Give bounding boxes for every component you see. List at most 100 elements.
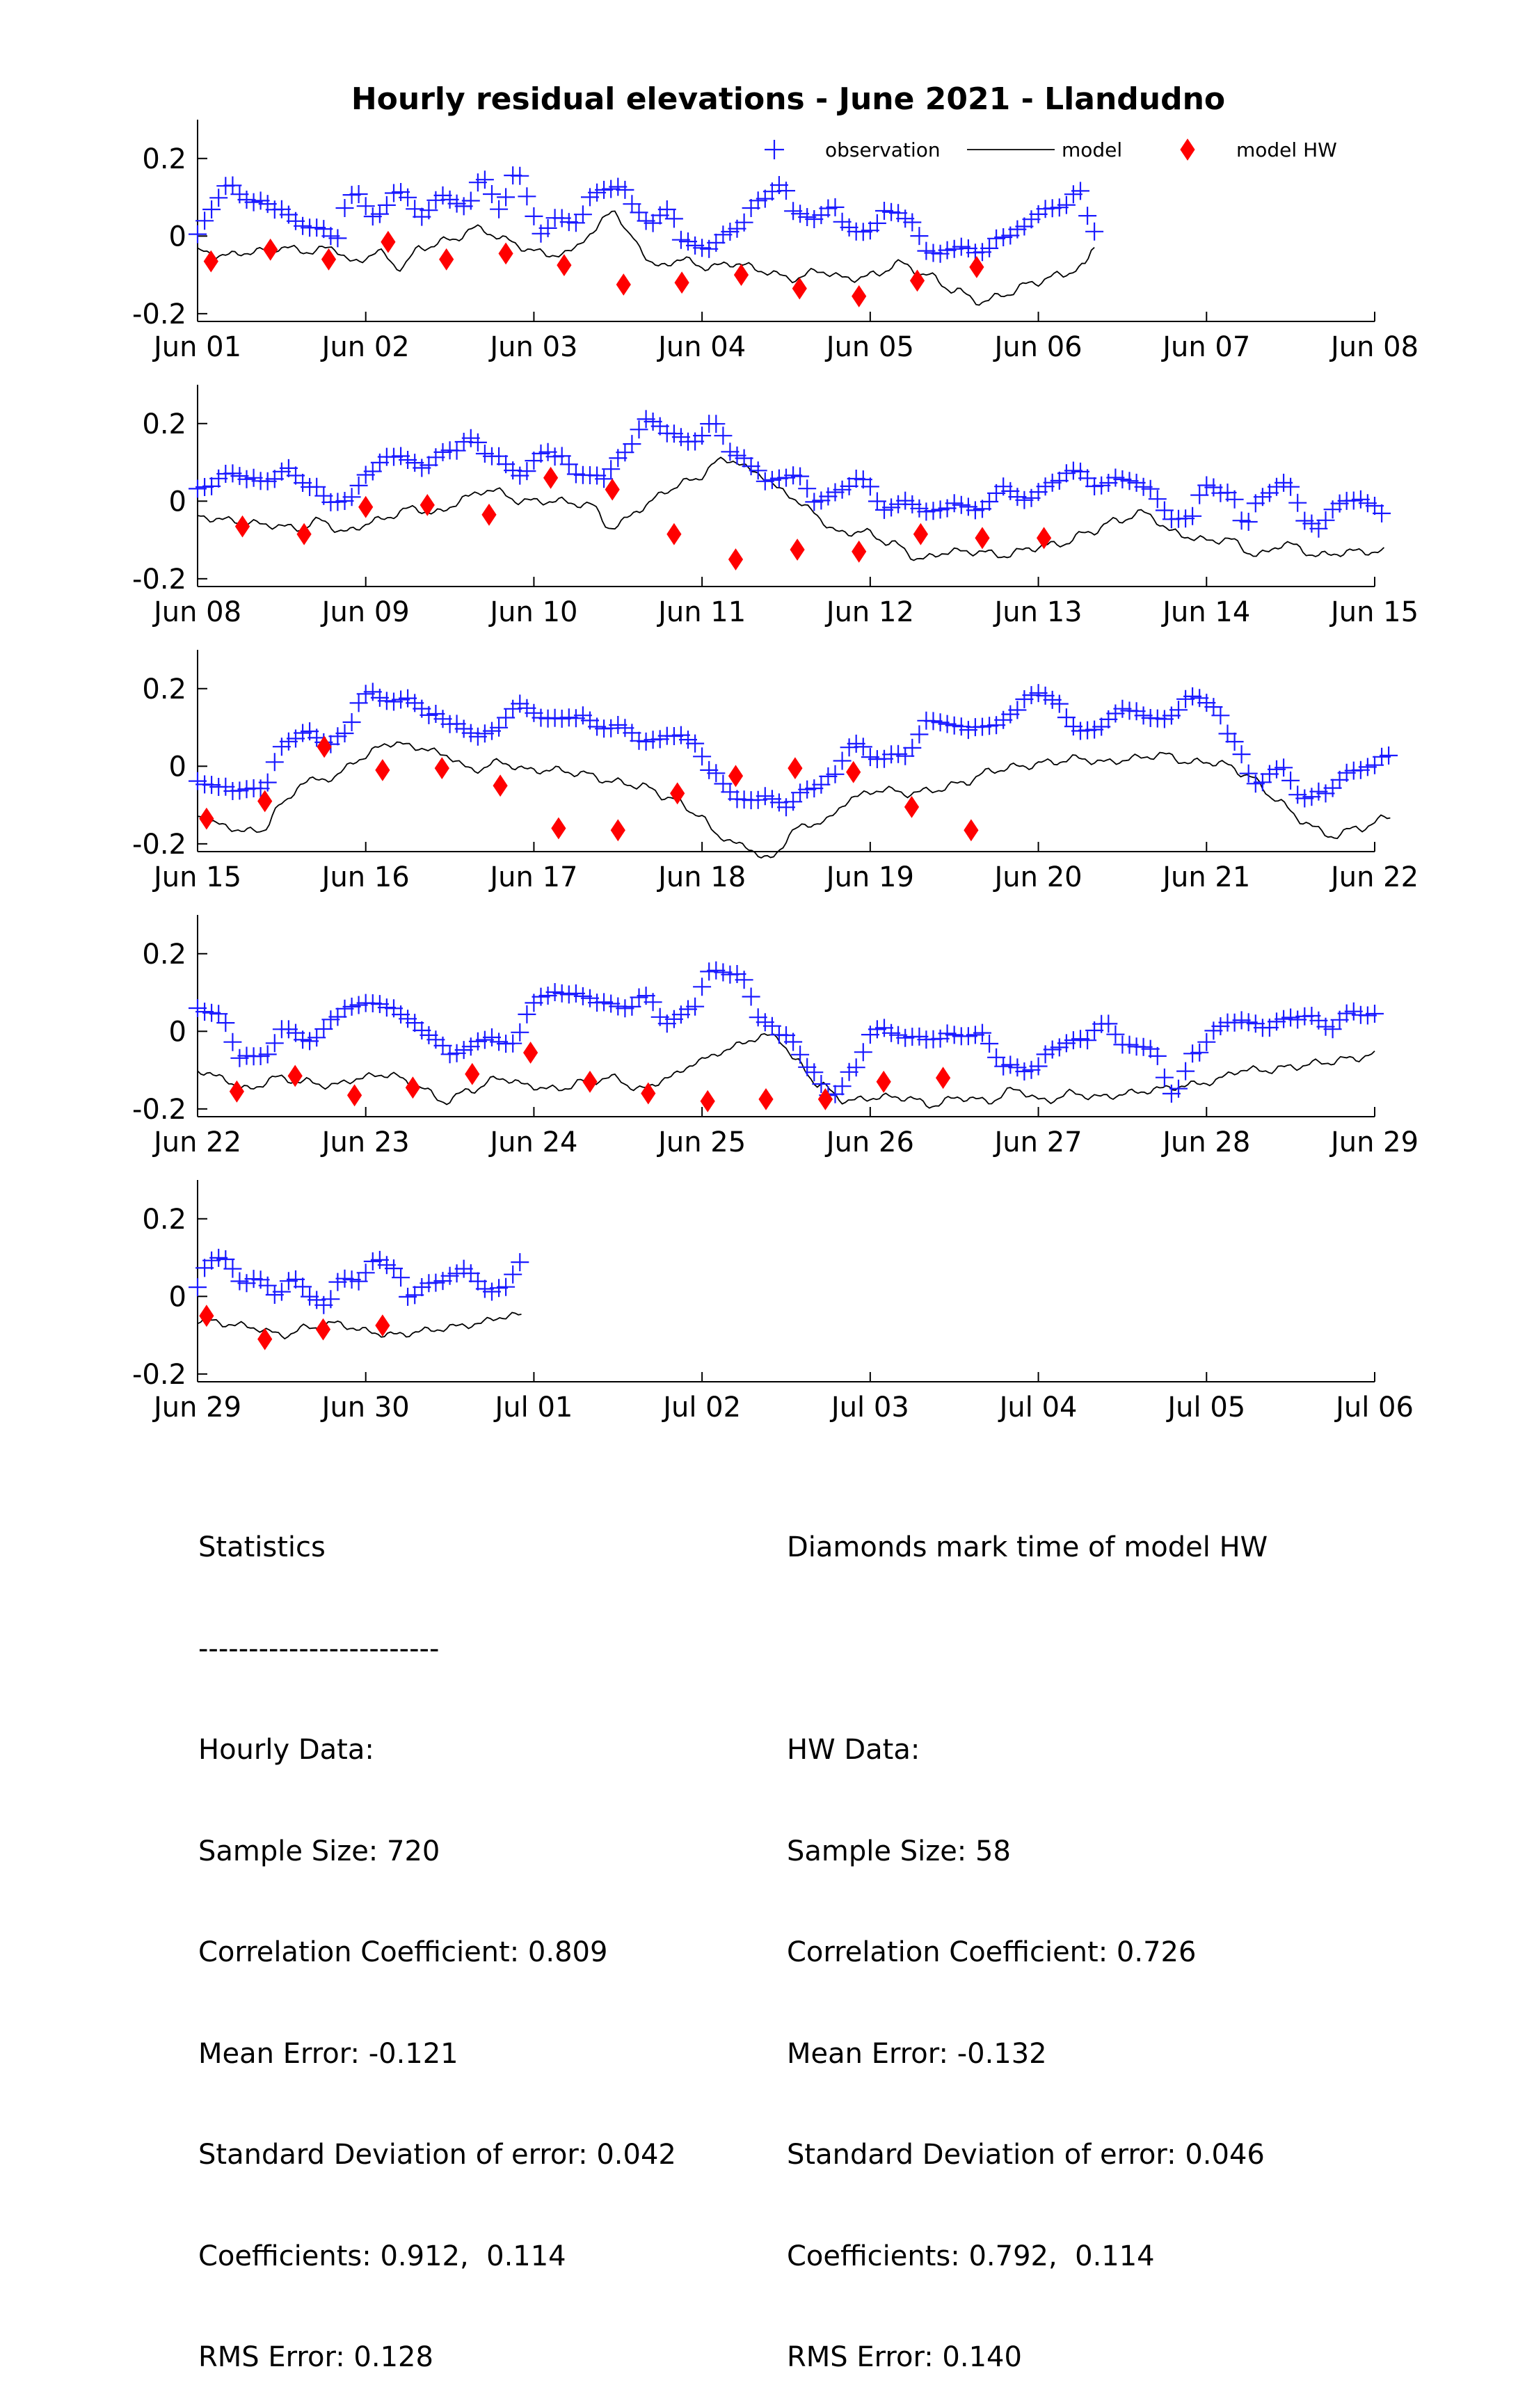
observation-point: [721, 783, 740, 802]
observation-point: [784, 202, 803, 221]
hw-sample-size: Sample Size: 58: [787, 1835, 1011, 1867]
observation-point: [987, 1048, 1006, 1067]
observation-point: [490, 1032, 509, 1051]
x-tick-label: Jun 22: [152, 1126, 241, 1158]
observation-point: [406, 1286, 424, 1305]
observation-point: [328, 1273, 347, 1291]
observation-point: [504, 1265, 522, 1284]
x-tick-label: Jun 23: [320, 1126, 410, 1158]
observation-point: [545, 983, 564, 1001]
model-hw-point: [199, 1305, 214, 1327]
observation-point: [399, 1287, 417, 1306]
observation-point: [910, 725, 929, 744]
observation-point: [1078, 207, 1097, 225]
observation-point: [349, 476, 368, 495]
observation-point: [840, 477, 858, 495]
observation-point: [671, 230, 690, 249]
observation-point: [1330, 770, 1349, 789]
observation-point: [1015, 1062, 1034, 1081]
observation-point: [1036, 477, 1055, 496]
observation-point: [882, 202, 901, 221]
model-hw-point: [817, 1087, 833, 1110]
observation-point: [980, 1035, 999, 1053]
observation-point: [973, 1023, 991, 1042]
observation-point: [938, 1024, 957, 1043]
observation-point: [1268, 1012, 1286, 1031]
observation-point: [440, 1045, 459, 1064]
observation-point: [784, 466, 803, 485]
legend-observation-marker: [765, 140, 784, 159]
observation-point: [762, 470, 781, 489]
observation-point: [868, 492, 886, 511]
observation-point: [616, 180, 634, 199]
model-hw-point: [375, 758, 390, 781]
observation-point: [889, 744, 908, 763]
observation-point: [1358, 758, 1377, 776]
observation-point: [349, 694, 368, 712]
observation-point: [735, 449, 753, 468]
hourly-data-heading: Hourly Data:: [198, 1734, 374, 1766]
y-tick-label: -0.2: [132, 829, 186, 861]
x-tick-label: Jun 29: [152, 1392, 241, 1424]
model-hw-point: [257, 1327, 273, 1350]
model-hw-point: [790, 539, 805, 561]
observation-point: [538, 218, 557, 237]
observation-point: [693, 426, 712, 445]
model-hw-point: [234, 515, 250, 538]
observation-point: [616, 999, 634, 1018]
observation-point: [1380, 746, 1398, 765]
model-hw-point: [375, 1314, 390, 1337]
x-tick-label: Jun 25: [656, 1126, 746, 1158]
observation-point: [791, 1045, 810, 1064]
model-hw-point: [700, 1090, 715, 1113]
observation-point: [287, 1270, 305, 1289]
observation-point: [910, 1027, 929, 1046]
observation-point: [1344, 491, 1363, 510]
observation-point: [497, 188, 516, 207]
observation-point: [483, 185, 501, 203]
observation-point: [321, 1290, 340, 1309]
hw-rms-error: RMS Error: 0.140: [787, 2341, 1022, 2373]
observation-point: [237, 1274, 256, 1293]
observation-point: [1008, 1058, 1027, 1077]
observation-point: [889, 1026, 908, 1044]
observation-point: [314, 1020, 333, 1038]
hw-correlation: Correlation Coefficient: 0.726: [787, 1936, 1197, 1968]
x-tick-label: Jun 15: [1329, 596, 1419, 628]
model-hw-point: [904, 795, 920, 818]
observation-point: [644, 214, 662, 232]
y-tick-label: 0: [169, 486, 186, 518]
observation-point: [630, 420, 648, 439]
observation-point: [707, 764, 726, 783]
observation-point: [602, 460, 621, 479]
observation-point: [924, 244, 943, 262]
observation-point: [833, 480, 852, 499]
observation-point: [945, 716, 964, 735]
observation-point: [861, 748, 879, 767]
observation-point: [511, 466, 529, 485]
observation-point: [1015, 690, 1034, 708]
model-hw-point: [439, 248, 454, 271]
observation-point: [454, 719, 473, 738]
x-tick-label: Jun 08: [1329, 331, 1419, 363]
observation-point: [882, 1023, 901, 1042]
observation-point: [377, 196, 396, 214]
observation-point: [377, 1256, 396, 1275]
observation-point: [209, 1005, 228, 1023]
hourly-statistics-block: Statistics ------------------------ Hour…: [198, 1463, 676, 2408]
observation-point: [406, 200, 424, 218]
observation-point: [1337, 763, 1356, 782]
observation-point: [392, 690, 410, 709]
observation-point: [707, 961, 726, 980]
observation-point: [370, 205, 389, 223]
observation-point: [1057, 196, 1076, 214]
y-tick-label: -0.2: [132, 1359, 186, 1391]
observation-point: [265, 1286, 284, 1304]
observation-point: [735, 971, 753, 989]
observation-point: [896, 491, 915, 510]
observation-point: [1085, 222, 1104, 241]
observation-point: [805, 493, 824, 511]
observation-point: [1316, 1017, 1335, 1036]
x-tick-label: Jul 01: [493, 1392, 573, 1424]
